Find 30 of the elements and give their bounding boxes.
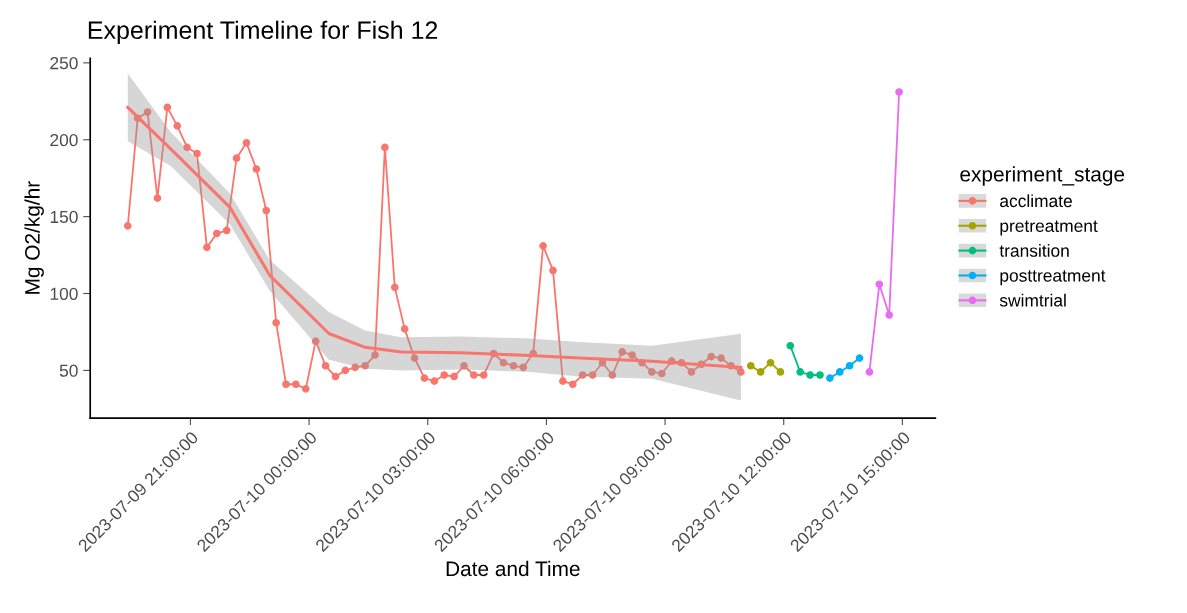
point xyxy=(766,358,775,367)
point xyxy=(816,371,824,379)
y-tick-label: 100 xyxy=(50,287,78,300)
point xyxy=(855,354,864,362)
y-tick-label: 50 xyxy=(59,364,78,377)
point xyxy=(885,311,894,319)
x-axis-title: Date and Time xyxy=(446,560,580,577)
point xyxy=(806,371,814,379)
legend-label: acclimate xyxy=(1000,194,1072,208)
legend-label: pretreatment xyxy=(1000,220,1098,236)
point xyxy=(826,374,834,382)
legend-label: posttreatment xyxy=(1000,270,1106,286)
y-axis-title: Mg O2/kg/hr xyxy=(24,181,44,294)
point xyxy=(786,341,795,350)
point xyxy=(796,368,805,376)
point xyxy=(875,280,884,289)
point xyxy=(845,361,854,370)
point xyxy=(835,368,844,376)
point xyxy=(776,368,785,376)
legend-label: swimtrial xyxy=(999,293,1066,307)
legend-title: experiment_stage xyxy=(960,166,1125,186)
point xyxy=(756,368,765,376)
point xyxy=(865,368,874,376)
legend-label: transition xyxy=(999,244,1069,257)
point xyxy=(746,361,755,370)
point xyxy=(895,88,903,96)
y-tick-label: 150 xyxy=(50,210,78,224)
chart-title: Experiment Timeline for Fish 12 xyxy=(88,20,438,44)
y-tick-label: 250 xyxy=(50,57,78,70)
y-tick-label: 200 xyxy=(50,133,78,147)
